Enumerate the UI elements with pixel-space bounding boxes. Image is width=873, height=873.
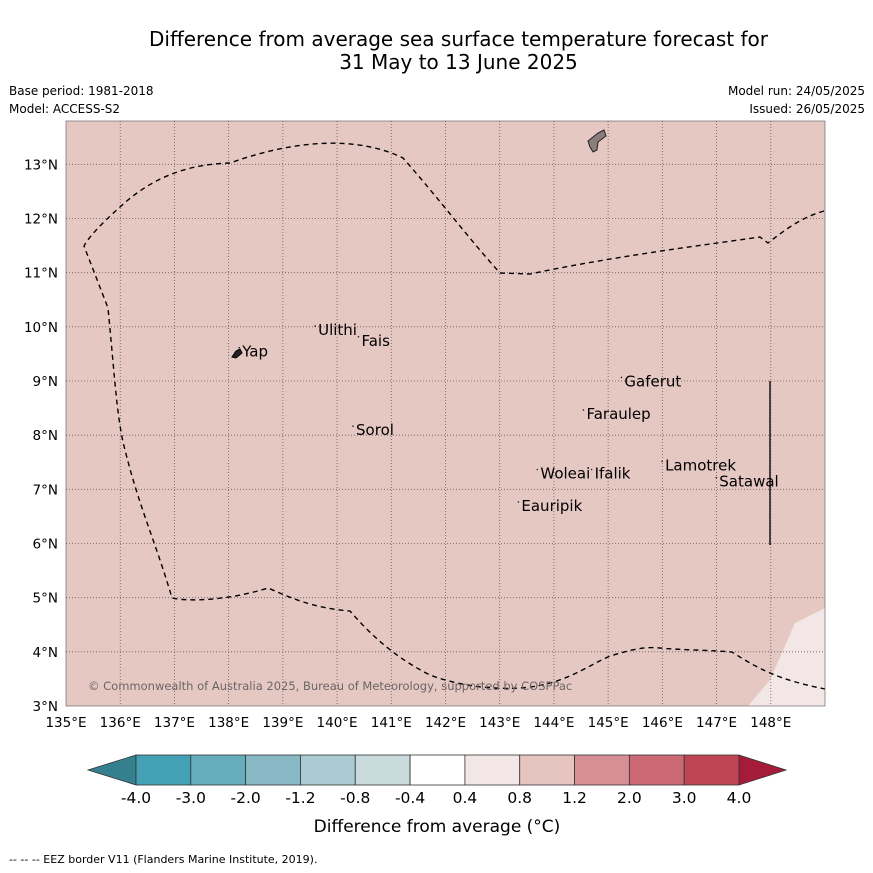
longitude-tick-label: 146°E: [642, 715, 683, 731]
model-run: Model run: 24/05/2025: [727, 84, 865, 98]
colorbar-segment: [354, 754, 411, 786]
meta-right: Model run: 24/05/2025 Issued: 26/05/2025: [728, 82, 865, 118]
latitude-tick-label: 11°N: [24, 266, 58, 282]
place-dot: [517, 501, 520, 503]
colorbar-title: Difference from average (°C): [314, 817, 561, 837]
colorbar-segment: [628, 754, 685, 786]
colorbar-segment: [409, 754, 466, 786]
colorbar-segment: [135, 754, 192, 786]
longitude-tick-label: 145°E: [588, 715, 629, 731]
place-dot: [352, 425, 354, 427]
latitude-tick-label: 12°N: [24, 212, 58, 228]
place-dot: [314, 325, 316, 327]
copyright-text: © Commonwealth of Australia 2025, Bureau…: [88, 679, 572, 693]
place-label-satawal: Satawal: [719, 473, 778, 491]
latitude-tick-label: 6°N: [33, 537, 58, 553]
place-dot: [620, 376, 623, 379]
longitude-tick-label: 142°E: [425, 715, 466, 731]
map-title: Difference from average sea surface temp…: [22, 28, 873, 74]
colorbar-tick-label: 0.4: [453, 789, 478, 807]
place-label-woleai: Woleai: [540, 465, 590, 483]
model-name: Model: ACCESS-S2: [9, 102, 121, 116]
longitude-tick-label: 147°E: [696, 715, 737, 731]
place-dot: [590, 468, 593, 471]
colorbar: -4.0 -3.0 -2.0 -1.2 -0.8 -0.4 0.4 0.8 1.2 2.0 3.0 4…: [86, 754, 788, 807]
longitude-tick-label: 144°E: [533, 715, 574, 731]
longitude-tick-label: 141°E: [371, 715, 412, 731]
yap-island: [231, 348, 243, 359]
meta-left: Base period: 1981-2018 Model: ACCESS-S2: [9, 82, 154, 118]
latitude-tick-label: 7°N: [33, 482, 58, 498]
colorbar-segment: [683, 754, 740, 786]
colorbar-tick-label: 4.0: [727, 789, 752, 807]
colorbar-segment: [464, 754, 521, 786]
place-dot: [715, 476, 718, 479]
longitude-tick-label: 137°E: [154, 715, 195, 731]
place-label-fais: Fais: [361, 332, 390, 350]
longitude-tick-label: 148°E: [750, 715, 791, 731]
base-period: Base period: 1981-2018: [9, 84, 154, 98]
colorbar-segment: [519, 754, 575, 786]
longitude-labels: 135°E 136°E 137°E 138°E 139°E 140°E 141°E 142°E…: [45, 715, 791, 731]
longitude-tick-label: 143°E: [479, 715, 520, 731]
latitude-tick-label: 4°N: [33, 645, 58, 661]
latitude-tick-label: 3°N: [33, 699, 58, 715]
colorbar-tick-label: -1.2: [285, 789, 315, 807]
colorbar-segment: [245, 754, 301, 786]
eez-footnote: -- -- -- EEZ border V11 (Flanders Marine…: [9, 853, 318, 866]
place-dot: [536, 468, 539, 471]
place-dot: [238, 346, 240, 349]
colorbar-tick-label: -2.0: [231, 789, 261, 807]
guam-island: [587, 129, 607, 153]
colorbar-tick-label: -4.0: [121, 789, 151, 807]
colorbar-tick-label: -3.0: [176, 789, 206, 807]
map-frame: [65, 120, 826, 707]
colorbar-over-arrow: [738, 754, 788, 786]
place-label-ifalik: Ifalik: [595, 465, 631, 483]
issued-date: Issued: 26/05/2025: [749, 102, 865, 116]
colorbar-under-arrow: [86, 754, 137, 786]
colorbar-segment: [300, 754, 356, 786]
place-label-ulithi: Ulithi: [318, 321, 357, 339]
longitude-tick-label: 135°E: [45, 715, 86, 731]
place-dot: [582, 409, 585, 411]
longitude-tick-label: 136°E: [100, 715, 141, 731]
place-label-sorol: Sorol: [356, 421, 394, 439]
place-dot: [357, 335, 360, 338]
place-label-eauripik: Eauripik: [521, 497, 582, 515]
place-dot: [661, 460, 663, 463]
title-line-2: 31 May to 13 June 2025: [339, 50, 578, 74]
latitude-tick-label: 5°N: [33, 591, 58, 607]
place-label-gaferut: Gaferut: [624, 372, 681, 390]
cooler-anomaly-region: [748, 608, 825, 706]
latitude-tick-label: 9°N: [33, 374, 58, 390]
latitude-tick-label: 8°N: [33, 428, 58, 444]
colorbar-tick-label: 0.8: [507, 789, 532, 807]
colorbar-segment: [190, 754, 247, 786]
colorbar-tick-label: 1.2: [562, 789, 587, 807]
latitude-tick-label: 13°N: [24, 157, 58, 173]
longitude-tick-label: 138°E: [208, 715, 249, 731]
eez-border: [83, 142, 826, 690]
gridlines: [66, 121, 825, 706]
colorbar-segment: [574, 754, 630, 786]
title-line-1: Difference from average sea surface temp…: [148, 27, 768, 51]
latitude-labels: 3°N 4°N 5°N 6°N 7°N 8°N 9°N 10°N 11°N 12°N 13°N: [24, 157, 58, 715]
colorbar-tick-label: 2.0: [617, 789, 642, 807]
latitude-tick-label: 10°N: [24, 320, 58, 336]
place-label-faraulep: Faraulep: [586, 405, 650, 423]
longitude-tick-label: 140°E: [317, 715, 358, 731]
colorbar-tick-label: -0.8: [340, 789, 370, 807]
place-label-yap: Yap: [241, 343, 268, 361]
longitude-tick-label: 139°E: [262, 715, 303, 731]
colorbar-tick-label: -0.4: [395, 789, 425, 807]
colorbar-tick-label: 3.0: [672, 789, 697, 807]
place-label-lamotrek: Lamotrek: [665, 456, 736, 474]
